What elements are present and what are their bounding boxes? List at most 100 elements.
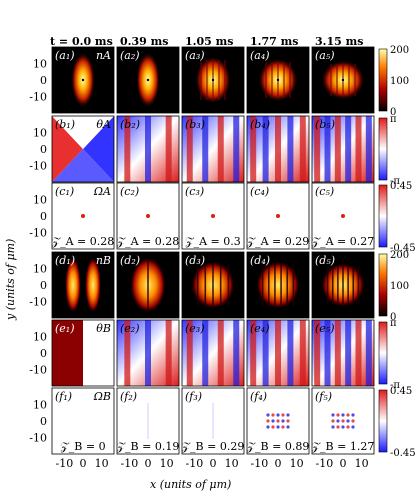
panel-f2: (f₂) 𝒵_B = 0.19 (116, 387, 180, 455)
panel-label: (a₃) (185, 49, 205, 62)
x-tick-label: 10 (225, 457, 239, 470)
panel-label: (c₅) (315, 185, 334, 198)
panel-label: (e₅) (315, 322, 335, 335)
x-tick-label: 10 (95, 457, 109, 470)
y-axis-label: y (units of μm) (4, 239, 17, 321)
panel-b1: (b₁) θA (51, 115, 115, 183)
colorbar-tick: 100 (390, 281, 409, 292)
x-tick-label: 10 (355, 457, 369, 470)
time-label-2: 1.05 ms (185, 35, 233, 48)
z-value: 𝒵_A = 0.27 (312, 235, 375, 248)
quantity-label: nB (96, 254, 111, 267)
panel-e2: (e₂) (116, 319, 180, 387)
panel-label: (a₅) (315, 49, 335, 62)
panel-c2: (c₂) 𝒵_A = 0.28 (116, 182, 180, 250)
panel-e5: (e₅) (311, 319, 375, 387)
panel-label: (e₁) (55, 322, 75, 335)
x-tick-label: 0 (210, 457, 217, 470)
time-label-4: 3.15 ms (315, 35, 363, 48)
panel-b5: (b₅) (311, 115, 375, 183)
x-tick-label: 0 (80, 457, 87, 470)
y-tick-label: -10 (29, 160, 47, 173)
colorbar-tick: -0.45 (390, 243, 415, 254)
z-value: 𝒵_A = 0.29 (247, 235, 310, 248)
y-tick-label: 10 (33, 194, 47, 207)
colorbar-a: 200 100 0 (378, 45, 409, 118)
x-tick-label: -10 (56, 457, 74, 470)
colorbar-e: π -π (378, 318, 400, 391)
time-label-1: 0.39 ms (120, 35, 168, 48)
colorbar-tick: 0 (390, 312, 396, 323)
panel-label: (c₁) (55, 185, 74, 198)
panel-label: (f₅) (315, 390, 332, 403)
panel-b4: (b₄) (246, 115, 310, 183)
panel-a5: (a₅) (311, 46, 375, 114)
z-value: 𝒵_B = 0.89 (247, 440, 310, 453)
colorbar-tick: 200 (390, 250, 409, 261)
y-tick-label: 10 (33, 331, 47, 344)
panel-label: (e₂) (120, 322, 140, 335)
panel-label: (b₁) (55, 118, 75, 131)
y-tick-label: 10 (33, 127, 47, 140)
panel-c1: (c₁) ΩA 𝒵_A = 0.28 (51, 182, 115, 250)
colorbar-tick: 100 (390, 76, 409, 87)
panel-label: (f₄) (250, 390, 267, 403)
y-tick-label: 10 (33, 399, 47, 412)
z-value: 𝒵_B = 0 (60, 440, 105, 453)
panel-label: (a₁) (55, 49, 75, 62)
colorbar-tick: π (390, 114, 397, 125)
x-tick-label: 0 (340, 457, 347, 470)
panel-label: (f₃) (185, 390, 202, 403)
panel-label: (d₅) (315, 254, 335, 267)
x-tick-label: 10 (160, 457, 174, 470)
panel-label: (c₂) (120, 185, 139, 198)
panel-label: (a₂) (120, 49, 140, 62)
panel-label: (d₄) (250, 254, 270, 267)
panel-c3: (c₃) 𝒵_A = 0.3 (181, 182, 245, 250)
y-tick-label: 10 (33, 58, 47, 71)
panel-label: (d₂) (120, 254, 140, 267)
panel-d2: (d₂) (116, 251, 180, 319)
panel-d4: (d₄) (246, 251, 310, 319)
panel-a3: (a₃) (181, 46, 245, 114)
panel-e1: (e₁) θB (51, 319, 115, 387)
panel-c5: (c₅) 𝒵_A = 0.27 (311, 182, 375, 250)
panel-a1: (a₁) nA (51, 46, 115, 114)
x-tick-label: -10 (186, 457, 204, 470)
colorbar-tick: -π (390, 380, 400, 391)
z-value: 𝒵_B = 1.27 (312, 440, 375, 453)
panel-a2: (a₂) (116, 46, 180, 114)
y-tick-label: 0 (40, 143, 47, 156)
colorbar-tick: -0.45 (390, 448, 415, 459)
quantity-label: θA (96, 118, 111, 131)
panel-e3: (e₃) (181, 319, 245, 387)
quantity-label: ΩA (93, 185, 111, 198)
panel-label: (e₄) (250, 322, 270, 335)
panel-d3: (d₃) (181, 251, 245, 319)
panel-label: (a₄) (250, 49, 270, 62)
x-axis-label: x (units of μm) (150, 478, 231, 491)
colorbar-tick: π (390, 318, 397, 329)
panel-f1: (f₁) ΩB 𝒵_B = 0 (51, 387, 115, 455)
x-tick-label: -10 (251, 457, 269, 470)
panel-grid: (a₁) nA (a₂) (a₃) (a₄) (a₅) (b₁) θA (b₂) (b₃) (b₄)… (51, 46, 375, 455)
y-tick-label: 0 (40, 74, 47, 87)
y-tick-label: 10 (33, 263, 47, 276)
panel-f5: (f₅) 𝒵_B = 1.27 (311, 387, 375, 455)
z-value: 𝒵_A = 0.28 (52, 235, 115, 248)
panel-b3: (b₃) (181, 115, 245, 183)
z-value: 𝒵_B = 0.19 (117, 440, 180, 453)
y-tick-label: 0 (40, 415, 47, 428)
colorbar-d: 200 100 0 (378, 250, 409, 323)
panel-label: (f₁) (55, 390, 72, 403)
y-tick-label: -10 (29, 296, 47, 309)
colorbar-c: 0.45 -0.45 (378, 181, 415, 254)
x-tick-label: -10 (316, 457, 334, 470)
quantity-label: nA (96, 49, 111, 62)
panel-label: (b₂) (120, 118, 140, 131)
x-tick-label: -10 (121, 457, 139, 470)
time-label-3: 1.77 ms (250, 35, 298, 48)
y-tick-label: -10 (29, 227, 47, 240)
